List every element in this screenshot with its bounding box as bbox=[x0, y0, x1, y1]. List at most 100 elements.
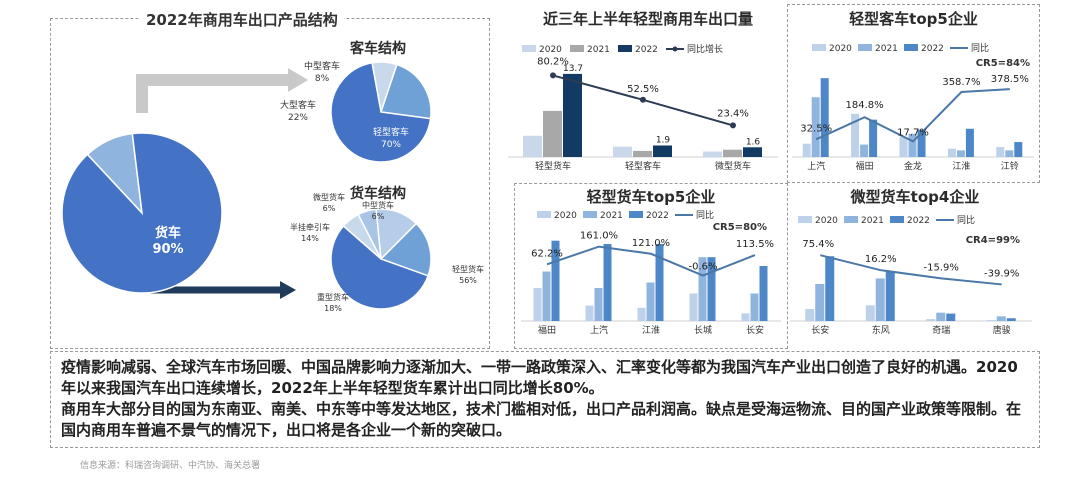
chart-export-title: 近三年上半年轻型商用车出口量 bbox=[542, 10, 753, 28]
category-label: 福田 bbox=[538, 324, 556, 336]
bar bbox=[542, 271, 551, 321]
legend-label: 2020 bbox=[539, 45, 562, 55]
category-label: 上汽 bbox=[807, 160, 825, 172]
bar bbox=[594, 288, 603, 321]
bar bbox=[820, 78, 829, 157]
legend-swatch bbox=[537, 211, 551, 218]
truck-pie-title: 货车结构 bbox=[350, 186, 406, 202]
pie-pct: 22% bbox=[288, 113, 308, 123]
category-label: 上汽 bbox=[590, 324, 608, 336]
bar bbox=[815, 284, 825, 321]
category-label: 东风 bbox=[872, 324, 890, 336]
bar bbox=[689, 293, 698, 321]
legend-label: 2022 bbox=[635, 45, 658, 55]
bar bbox=[805, 308, 815, 321]
category-label: 唐骏 bbox=[993, 324, 1011, 336]
bus-top5-panel bbox=[787, 4, 1040, 183]
bar bbox=[869, 119, 878, 157]
pie-pct: 6% bbox=[323, 204, 336, 213]
description-box: 疫情影响减弱、全球汽车市场回暖、中国品牌影响力逐渐加大、一带一路政策深入、汇率变… bbox=[50, 351, 1040, 448]
growth-label: 161.0% bbox=[580, 231, 618, 242]
category-label: 江铃 bbox=[1001, 160, 1019, 172]
pie-label: 中型货车 bbox=[362, 200, 394, 210]
category-label: 长城 bbox=[694, 324, 712, 336]
cr-annotation: CR5=84% bbox=[976, 58, 1030, 69]
pie-label: 重型货车 bbox=[317, 292, 349, 302]
legend-label: 同比 bbox=[957, 214, 975, 226]
pie-label: 微型货车 bbox=[313, 192, 345, 202]
legend-label: 同比 bbox=[971, 42, 989, 54]
bar-value-label: 1.9 bbox=[656, 135, 671, 145]
bar bbox=[926, 319, 936, 321]
truck-arrow-head bbox=[280, 281, 296, 299]
bar bbox=[946, 313, 956, 321]
bar bbox=[996, 316, 1006, 321]
category-label: 金龙 bbox=[904, 160, 922, 172]
legend-swatch bbox=[812, 44, 826, 51]
legend-label: 2020 bbox=[815, 216, 838, 226]
growth-line bbox=[820, 254, 1002, 286]
pie-label: 中型客车 bbox=[304, 60, 340, 72]
bus-pie: 中型客车 8% 大型客车 22% 轻型客车 70% bbox=[280, 60, 432, 163]
pie-pct: 90% bbox=[152, 242, 183, 257]
bar bbox=[908, 133, 917, 157]
growth-label: 378.5% bbox=[991, 74, 1029, 85]
cr-annotation: CR5=80% bbox=[713, 222, 767, 233]
legend-swatch bbox=[844, 216, 858, 223]
category-label: 江淮 bbox=[642, 325, 660, 336]
bar bbox=[865, 305, 875, 321]
bar bbox=[1014, 142, 1023, 157]
bar bbox=[603, 244, 612, 321]
legend-swatch bbox=[798, 216, 812, 223]
chart-bus-top5-title: 轻型客车top5企业 bbox=[849, 10, 978, 28]
chart-truck-top5-title: 轻型货车top5企业 bbox=[586, 188, 716, 206]
chart-micro-top4-title: 微型货车top4企业 bbox=[850, 188, 980, 206]
growth-label: 17.7% bbox=[897, 127, 929, 138]
chart-bus-top5: 2020 2021 2022 同比 CR5=84% 上汽 福田 金龙 江淮 江铃 32.5% 184.… bbox=[792, 42, 1034, 172]
category-label: 福田 bbox=[856, 160, 874, 172]
category-label: 长安 bbox=[811, 324, 829, 336]
bar bbox=[802, 143, 811, 157]
pie-label: 轻型客车 bbox=[373, 126, 409, 138]
legend-label: 2022 bbox=[646, 211, 669, 221]
legend-swatch bbox=[629, 211, 643, 218]
growth-label: 121.0% bbox=[632, 238, 670, 249]
growth-label: 23.4% bbox=[717, 108, 749, 119]
growth-label: -15.9% bbox=[924, 262, 959, 273]
legend-swatch bbox=[522, 45, 536, 52]
bar bbox=[646, 282, 655, 321]
description-para-2: 商用车大部分目的国为东南亚、南美、中东等中等发达地区，技术门槛相对低，出口产品利… bbox=[61, 400, 1022, 439]
truck-top5-panel bbox=[514, 183, 788, 349]
bar bbox=[936, 312, 946, 321]
legend-label: 2021 bbox=[861, 216, 884, 226]
growth-label: 358.7% bbox=[942, 77, 980, 88]
bar bbox=[1005, 150, 1014, 157]
pie-label: 客车 bbox=[105, 102, 131, 118]
bar bbox=[563, 73, 582, 157]
growth-label: 113.5% bbox=[736, 239, 774, 250]
growth-label: 62.2% bbox=[531, 248, 563, 259]
category-label: 轻型货车 bbox=[535, 160, 571, 172]
legend-label: 同比增长 bbox=[687, 43, 723, 55]
bar bbox=[707, 257, 716, 321]
pie-pct: 10% bbox=[102, 119, 133, 134]
growth-label: 80.2% bbox=[537, 56, 569, 67]
bar bbox=[551, 240, 560, 321]
growth-line bbox=[546, 245, 756, 277]
growth-label: -39.9% bbox=[984, 268, 1019, 279]
bar bbox=[860, 144, 869, 157]
growth-point bbox=[550, 72, 556, 79]
bar bbox=[633, 150, 652, 157]
growth-point bbox=[730, 122, 736, 129]
bar bbox=[655, 244, 664, 321]
category-label: 长安 bbox=[746, 324, 764, 336]
pie-pct: 70% bbox=[381, 140, 401, 150]
category-label: 微型货车 bbox=[715, 160, 751, 172]
source-note: 信息来源：科瑞咨询调研、中汽协、海关总署 bbox=[80, 461, 261, 471]
bar bbox=[723, 149, 742, 157]
legend-label: 2020 bbox=[829, 44, 852, 54]
bar bbox=[917, 129, 926, 157]
bar bbox=[825, 256, 835, 321]
